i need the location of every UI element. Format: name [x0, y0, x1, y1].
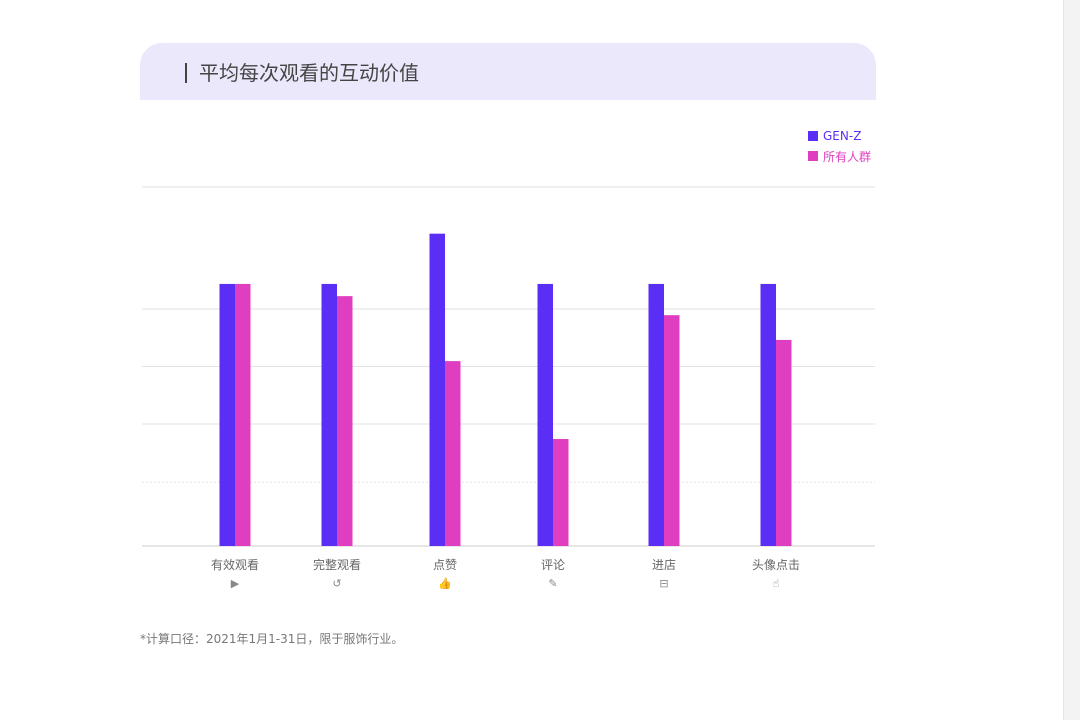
thumbs-up-icon: 👍 — [438, 577, 452, 590]
scrollbar-track[interactable] — [1063, 0, 1080, 720]
x-tick-label: 评论 — [541, 558, 565, 572]
bar-all-4 — [664, 315, 680, 546]
legend-item-all: 所有人群 — [808, 146, 871, 166]
play-icon: ▶ — [231, 577, 240, 590]
legend-swatch — [808, 151, 818, 161]
x-tick-label: 头像点击 — [752, 558, 800, 572]
x-tick-label: 有效观看 — [211, 557, 259, 572]
legend-item-genz: GEN-Z — [808, 126, 871, 146]
bar-genz-0 — [219, 283, 235, 546]
bar-all-3 — [553, 439, 569, 546]
bar-genz-5 — [760, 283, 776, 546]
bar-all-5 — [776, 339, 792, 546]
bar-genz-1 — [321, 283, 337, 546]
bar-genz-4 — [648, 283, 664, 546]
legend: GEN-Z 所有人群 — [808, 126, 871, 166]
replay-icon: ↺ — [332, 577, 341, 590]
legend-label: 所有人群 — [823, 149, 872, 164]
chart-header: 平均每次观看的互动价值 — [140, 43, 876, 100]
store-icon: ⊟ — [659, 577, 668, 590]
bar-genz-3 — [537, 283, 553, 546]
x-tick-label: 完整观看 — [313, 557, 361, 572]
footnote: *计算口径：2021年1月1-31日，限于服饰行业。 — [140, 632, 404, 646]
bar-all-2 — [445, 361, 461, 546]
chart-title: 平均每次观看的互动价值 — [185, 57, 419, 86]
x-tick-label: 进店 — [652, 558, 676, 572]
bar-all-1 — [337, 296, 353, 546]
bar-all-0 — [235, 283, 251, 546]
legend-swatch — [808, 131, 818, 141]
title-accent-bar — [185, 63, 187, 83]
chart-title-text: 平均每次观看的互动价值 — [199, 61, 419, 85]
x-tick-label: 点赞 — [433, 558, 457, 572]
pencil-icon: ✎ — [548, 577, 557, 590]
hand-pointer-icon: ☝ — [773, 577, 780, 590]
legend-label: GEN-Z — [823, 129, 862, 143]
bar-genz-2 — [429, 233, 445, 547]
